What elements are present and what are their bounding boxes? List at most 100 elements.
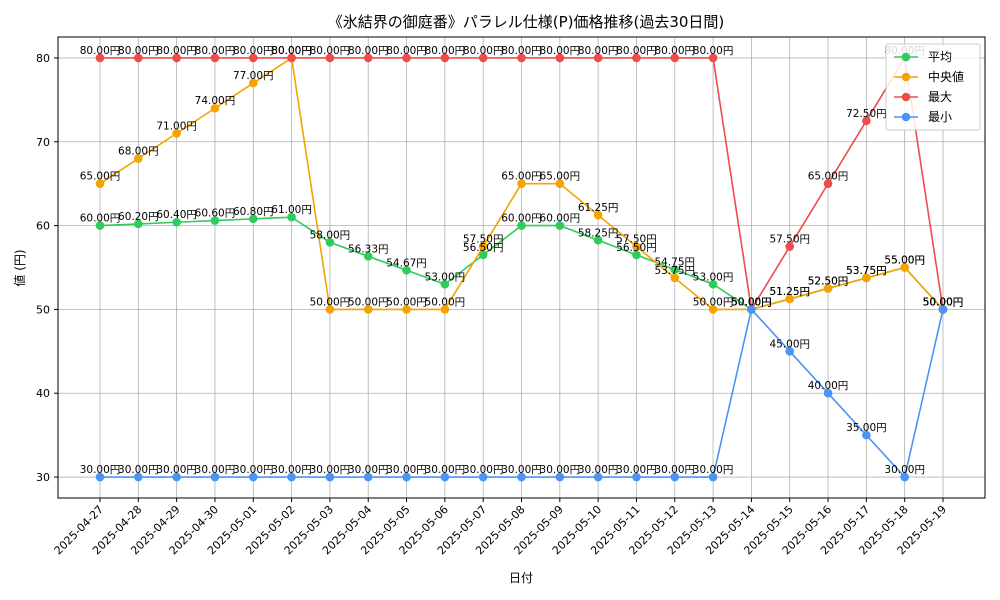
data-point [632,250,641,260]
data-point [95,221,105,230]
data-point [478,242,488,251]
data-point [287,472,296,482]
data-label: 80.00円 [540,45,581,57]
data-label: 30.00円 [616,464,657,476]
data-label: 54.75円 [654,257,695,269]
data-label: 53.00円 [425,271,466,283]
data-label: 80.00円 [156,45,197,57]
data-label: 54.67円 [386,257,427,269]
data-label: 65.00円 [80,171,121,183]
data-label: 57.50円 [616,234,657,246]
legend-label: 最大 [928,90,952,104]
legend-swatch-marker [901,52,911,62]
data-point [517,53,526,63]
data-label: 51.25円 [769,286,810,298]
data-point [402,305,411,314]
data-point [823,284,833,293]
data-label: 40.00円 [808,380,849,392]
data-point [862,273,871,283]
data-label: 80.00円 [80,45,121,57]
data-point [325,53,335,63]
data-point [440,472,450,482]
data-label: 50.00円 [348,296,389,308]
data-point [363,305,373,314]
legend-swatch-marker [901,92,911,102]
data-point [402,53,411,63]
data-point [593,235,603,245]
data-point [172,217,181,227]
data-point [747,305,756,314]
data-point [517,221,526,230]
data-label: 53.00円 [693,271,734,283]
data-point [555,472,565,482]
y-tick-label: 80 [36,52,50,65]
data-label: 50.00円 [310,296,351,308]
data-label: 57.50円 [463,234,504,246]
data-labels: 60.00円60.20円60.40円60.60円60.80円61.00円58.0… [80,45,964,476]
y-tick-label: 50 [36,303,50,316]
data-label: 80.00円 [425,45,466,57]
data-point [823,388,833,398]
data-label: 80.00円 [578,45,619,57]
data-point [632,472,641,482]
data-label: 80.00円 [693,45,734,57]
y-tick-label: 40 [36,387,50,400]
data-label: 50.00円 [731,296,772,308]
data-point [402,472,411,482]
y-axis-label: 値 (円) [12,249,27,286]
data-point [670,273,680,283]
data-label: 30.00円 [271,464,312,476]
data-point [708,305,718,314]
data-point [440,53,450,63]
grid [58,37,985,498]
legend-label: 中央値 [928,69,964,84]
data-point [134,219,143,229]
y-tick-label: 70 [36,136,50,149]
data-label: 30.00円 [693,464,734,476]
data-point [248,214,258,224]
data-point [440,305,450,314]
data-point [670,53,680,63]
chart-title: 《氷結界の御庭番》パラレル仕様(P)価格推移(過去30日間) [328,13,725,31]
data-label: 80.00円 [348,45,389,57]
data-point [134,472,143,482]
data-point [325,305,335,314]
data-label: 30.00円 [578,464,619,476]
data-label: 60.80円 [233,206,274,218]
data-label: 45.00円 [769,338,810,350]
data-point [210,472,220,482]
data-label: 80.00円 [654,45,695,57]
data-point [287,212,296,222]
data-point [363,472,373,482]
data-point [785,347,795,356]
data-label: 52.50円 [808,275,849,287]
data-point [555,53,565,63]
data-label: 30.00円 [80,464,121,476]
data-label: 30.00円 [540,464,581,476]
data-label: 55.00円 [884,255,925,267]
data-point [478,250,488,260]
data-label: 57.50円 [769,234,810,246]
data-label: 60.00円 [540,213,581,225]
data-point [248,53,258,63]
data-label: 51.25円 [769,286,810,298]
data-label: 30.00円 [195,464,236,476]
data-point [632,242,641,251]
data-label: 80.00円 [118,45,159,57]
data-label: 80.00円 [310,45,351,57]
data-point [172,53,181,63]
data-label: 50.00円 [731,296,772,308]
data-label: 58.25円 [578,227,619,239]
data-label: 58.00円 [310,229,351,241]
data-label: 30.00円 [156,464,197,476]
data-label: 30.00円 [654,464,695,476]
data-point [670,472,680,482]
data-label: 60.60円 [195,208,236,220]
data-label: 55.00円 [884,255,925,267]
data-label: 80.00円 [233,45,274,57]
data-point [172,472,181,482]
data-point [823,179,833,188]
data-label: 56.50円 [616,242,657,254]
data-label: 80.00円 [616,45,657,57]
